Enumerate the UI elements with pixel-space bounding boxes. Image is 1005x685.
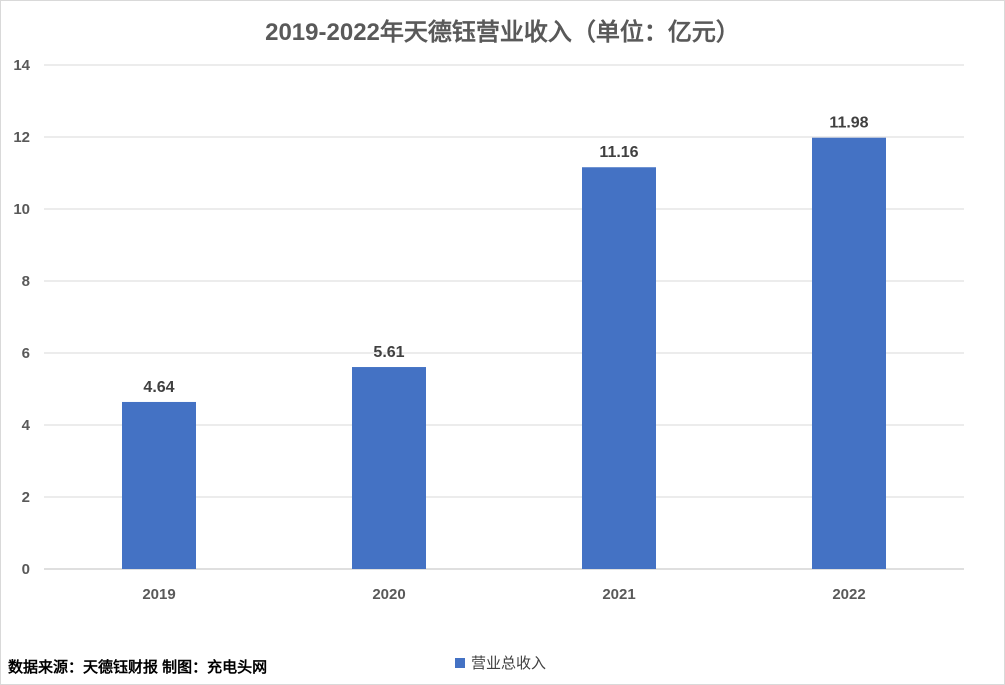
x-tick-label: 2021	[602, 586, 635, 603]
data-label: 11.16	[599, 144, 638, 161]
y-tick-label: 12	[13, 129, 30, 146]
y-tick-label: 14	[13, 57, 30, 74]
legend-swatch	[455, 657, 465, 668]
bar	[122, 401, 196, 569]
chart-title: 2019-2022年天德钰营业收入（单位：亿元）	[265, 19, 740, 46]
x-tick-label: 2020	[372, 586, 405, 603]
y-tick-label: 6	[22, 345, 30, 362]
y-tick-label: 10	[13, 201, 30, 218]
x-tick-label: 2022	[832, 586, 865, 603]
x-tick-label: 2019	[142, 586, 175, 603]
bar	[812, 137, 886, 569]
y-tick-label: 8	[22, 273, 30, 290]
legend-label: 营业总收入	[471, 655, 547, 672]
y-tick-label: 4	[22, 417, 31, 434]
y-tick-label: 2	[22, 489, 30, 506]
data-label: 11.98	[829, 115, 868, 132]
y-tick-label: 0	[22, 561, 30, 578]
bar	[352, 367, 426, 569]
source-note: 数据来源：天德钰财报 制图：充电头网	[8, 659, 268, 676]
data-label: 4.64	[143, 379, 174, 396]
data-label: 5.61	[373, 344, 404, 361]
legend: 营业总收入	[455, 652, 546, 673]
bar	[582, 167, 656, 570]
